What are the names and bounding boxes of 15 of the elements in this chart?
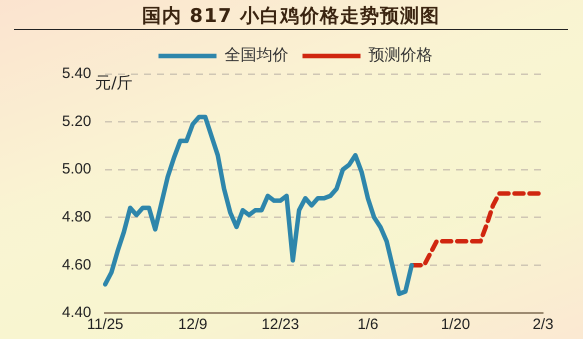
x-tick-label: 2/3 bbox=[532, 316, 554, 334]
x-tick-label: 1/6 bbox=[357, 316, 378, 334]
x-tick-label: 12/9 bbox=[178, 316, 208, 334]
y-tick-label: 4.60 bbox=[62, 256, 92, 274]
y-tick-label: 5.20 bbox=[62, 112, 92, 130]
y-tick-label: 5.40 bbox=[62, 65, 92, 82]
legend-label: 预测价格 bbox=[368, 45, 432, 64]
legend-label: 全国均价 bbox=[224, 45, 288, 64]
y-tick-label: 5.00 bbox=[62, 160, 92, 178]
chart-title: 国内 817 小白鸡价格走势预测图 bbox=[14, 0, 568, 30]
x-tick-label: 12/23 bbox=[262, 316, 300, 334]
y-axis-title: 元/斤 bbox=[95, 73, 133, 92]
y-tick-label: 4.80 bbox=[62, 208, 92, 226]
x-tick-label: 1/20 bbox=[440, 316, 470, 334]
x-tick-label: 11/25 bbox=[86, 316, 124, 334]
